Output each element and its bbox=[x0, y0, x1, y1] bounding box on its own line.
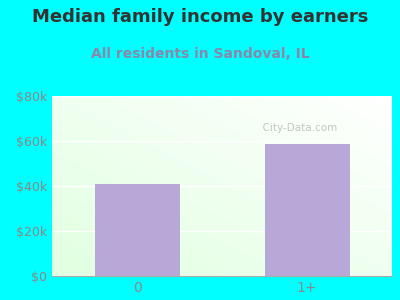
Text: All residents in Sandoval, IL: All residents in Sandoval, IL bbox=[91, 46, 309, 61]
Bar bbox=[94, 184, 180, 276]
Text: Median family income by earners: Median family income by earners bbox=[32, 8, 368, 26]
Bar bbox=[264, 144, 350, 276]
Text: City-Data.com: City-Data.com bbox=[256, 123, 338, 134]
